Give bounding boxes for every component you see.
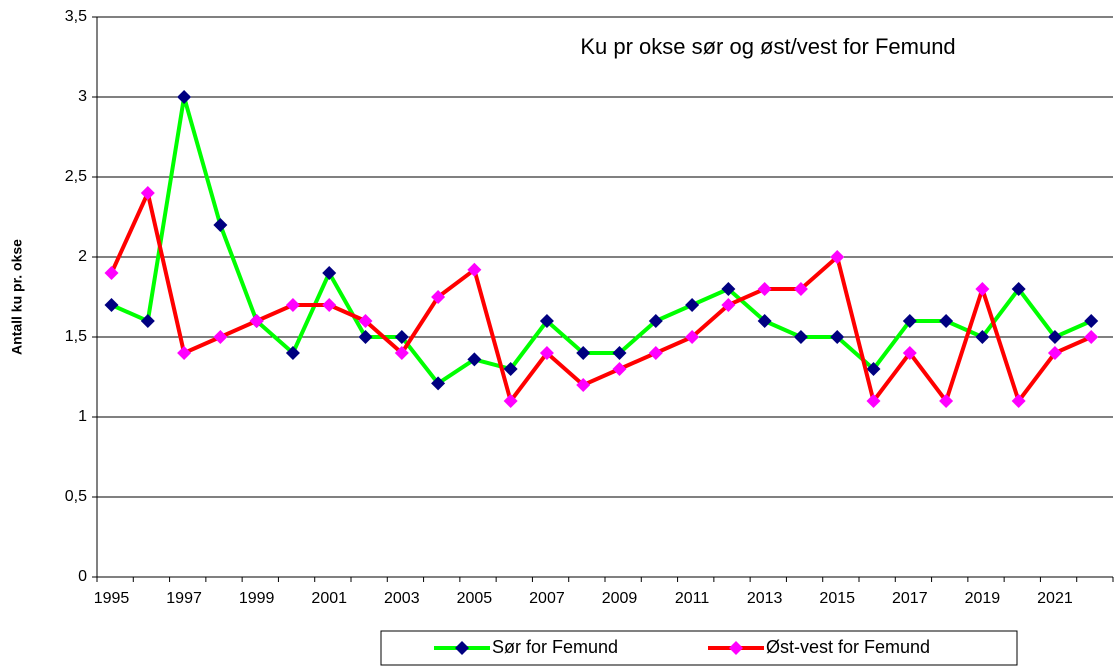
x-tick-label: 1995 bbox=[94, 590, 130, 607]
data-point bbox=[394, 346, 409, 360]
data-point bbox=[285, 346, 300, 360]
data-point bbox=[1047, 346, 1062, 360]
x-tick-label: 2007 bbox=[529, 590, 565, 607]
x-tick-label: 2021 bbox=[1037, 590, 1073, 607]
data-point bbox=[612, 346, 627, 360]
data-point bbox=[830, 330, 845, 344]
y-tick-label: 1,5 bbox=[65, 328, 87, 345]
data-point bbox=[866, 362, 881, 376]
data-point bbox=[1011, 282, 1026, 296]
x-tick-label: 1999 bbox=[239, 590, 275, 607]
y-tick-label: 2,5 bbox=[65, 168, 87, 185]
data-point bbox=[939, 394, 954, 408]
data-point bbox=[576, 378, 591, 392]
data-point bbox=[539, 346, 554, 360]
data-point bbox=[539, 314, 554, 328]
legend-label: Sør for Femund bbox=[492, 637, 618, 657]
legend-marker bbox=[455, 641, 469, 655]
data-point bbox=[358, 314, 373, 328]
x-tick-label: 2003 bbox=[384, 590, 420, 607]
data-point bbox=[612, 362, 627, 376]
data-point bbox=[721, 298, 736, 312]
data-point bbox=[793, 330, 808, 344]
data-point bbox=[1084, 314, 1099, 328]
x-tick-label: 2013 bbox=[747, 590, 783, 607]
y-tick-label: 1 bbox=[78, 408, 87, 425]
data-point bbox=[213, 218, 228, 232]
data-point bbox=[830, 250, 845, 264]
data-point bbox=[249, 314, 264, 328]
data-point bbox=[576, 346, 591, 360]
data-point bbox=[285, 298, 300, 312]
data-point bbox=[902, 314, 917, 328]
data-point bbox=[1011, 394, 1026, 408]
y-tick-label: 0 bbox=[78, 568, 87, 585]
series-line bbox=[110, 95, 1093, 386]
x-tick-label: 2009 bbox=[602, 590, 638, 607]
data-point bbox=[213, 330, 228, 344]
data-point bbox=[721, 282, 736, 296]
data-point bbox=[177, 90, 192, 104]
data-point bbox=[975, 330, 990, 344]
data-point bbox=[685, 298, 700, 312]
data-point bbox=[939, 314, 954, 328]
data-point bbox=[358, 330, 373, 344]
data-point bbox=[467, 262, 482, 277]
data-point bbox=[140, 186, 155, 200]
data-point bbox=[322, 298, 337, 312]
data-point bbox=[431, 376, 446, 391]
x-tick-label: 2017 bbox=[892, 590, 928, 607]
data-point bbox=[322, 266, 337, 280]
data-point bbox=[503, 362, 518, 376]
series-line bbox=[109, 191, 1093, 403]
data-point bbox=[431, 290, 446, 304]
y-axis-label: Antall ku pr. okse bbox=[9, 239, 25, 355]
x-tick-label: 2005 bbox=[457, 590, 493, 607]
data-point bbox=[140, 314, 155, 328]
data-point bbox=[177, 346, 192, 360]
data-point bbox=[793, 282, 808, 296]
x-tick-label: 2001 bbox=[311, 590, 347, 607]
chart-title: Ku pr okse sør og øst/vest for Femund bbox=[580, 34, 955, 59]
y-tick-label: 2 bbox=[78, 248, 87, 265]
y-tick-label: 0,5 bbox=[65, 488, 87, 505]
data-point bbox=[467, 352, 482, 367]
data-point bbox=[975, 282, 990, 296]
legend-label: Øst-vest for Femund bbox=[766, 637, 930, 657]
x-tick-label: 1997 bbox=[166, 590, 202, 607]
data-point bbox=[1084, 330, 1099, 344]
x-tick-label: 2011 bbox=[675, 590, 710, 607]
x-tick-label: 2015 bbox=[819, 590, 855, 607]
legend-marker bbox=[729, 641, 743, 655]
data-point bbox=[1047, 330, 1062, 344]
data-point bbox=[866, 394, 881, 408]
data-point bbox=[757, 314, 772, 328]
data-point bbox=[902, 346, 917, 360]
data-point bbox=[104, 266, 119, 280]
data-point bbox=[503, 394, 518, 408]
data-point bbox=[648, 314, 663, 328]
y-tick-label: 3 bbox=[78, 88, 87, 105]
y-tick-label: 3,5 bbox=[65, 8, 87, 25]
x-tick-label: 2019 bbox=[965, 590, 1001, 607]
data-point bbox=[757, 282, 772, 296]
data-point bbox=[648, 346, 663, 360]
data-point bbox=[685, 330, 700, 344]
data-point bbox=[104, 298, 119, 312]
data-point bbox=[394, 330, 409, 344]
